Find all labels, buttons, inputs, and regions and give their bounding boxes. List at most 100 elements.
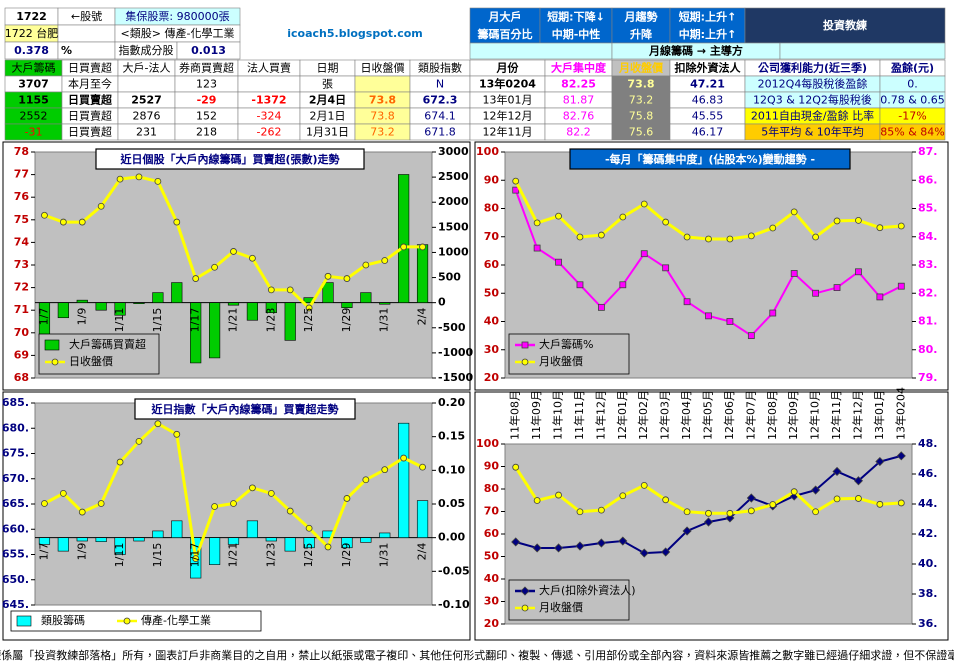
column-header: 扣除外資法人: [675, 61, 742, 75]
cell-text: ←股號: [71, 10, 102, 23]
y-tick-label: 655.: [2, 548, 29, 561]
bar: [133, 302, 145, 304]
x-tick-label: 12年09月: [786, 390, 800, 440]
y-tick-label: 40: [484, 315, 500, 328]
bar: [152, 530, 164, 538]
cell-text: 1722 台肥: [5, 26, 59, 40]
column-header: 券商買賣超: [179, 61, 234, 75]
x-tick-label: 1/31: [378, 543, 391, 568]
y-tick-label: 60: [484, 527, 500, 540]
marker: [521, 341, 529, 349]
bar: [57, 302, 69, 319]
x-tick-label: 11年11月: [572, 390, 586, 440]
marker: [576, 508, 584, 516]
cell-text: 月線籌碼 → 主導方: [648, 44, 743, 58]
cell-text: 674.1: [424, 110, 456, 123]
x-tick-label: 2/4: [416, 543, 429, 561]
marker: [812, 289, 820, 297]
column-header: 大戶集中度: [551, 61, 607, 75]
site-name: icoach5.blogspot.com: [287, 27, 423, 40]
cell-text: %: [61, 44, 72, 57]
cell-text: 月趨勢: [624, 9, 658, 23]
cell-text: 81.87: [563, 94, 595, 107]
title-box: [569, 148, 851, 170]
cell-text: 2012Q4每股稅後盈餘: [758, 77, 868, 91]
cell-text: 12年11月: [483, 125, 533, 139]
y-tick-label: 660.: [2, 522, 29, 535]
legend-label: 類股籌碼: [41, 613, 85, 627]
y-tick-label: 100: [476, 437, 499, 450]
marker: [855, 268, 862, 276]
y-tick-label: 73: [14, 258, 29, 271]
marker: [211, 263, 218, 271]
y2-tick-label: -0.05: [438, 564, 470, 577]
marker: [400, 454, 408, 462]
marker: [555, 491, 562, 499]
x-tick-label: 13年01月: [872, 390, 886, 440]
x-tick-label: 1/9: [75, 543, 88, 561]
marker: [896, 451, 906, 461]
marker: [230, 500, 237, 507]
cell-text: -262: [257, 126, 282, 139]
marker: [726, 318, 734, 325]
marker: [324, 272, 332, 280]
cell-text: -324: [257, 110, 282, 123]
x-tick-label: 11年08月: [508, 390, 522, 440]
bar: [95, 302, 107, 311]
cell-text: 82.76: [563, 110, 595, 123]
marker: [597, 506, 605, 514]
cell-text: 13年0204: [479, 77, 536, 91]
cell-text: 82.25: [561, 78, 596, 91]
marker: [286, 286, 294, 294]
cell-text: 2011自由現金/盈餘 比率: [751, 109, 874, 123]
marker: [640, 250, 648, 258]
bar: [171, 282, 183, 303]
marker: [123, 617, 131, 625]
marker: [343, 495, 351, 502]
marker: [575, 541, 585, 551]
marker: [400, 243, 408, 251]
bar: [95, 537, 107, 543]
x-tick-label: 1/25: [302, 543, 315, 568]
y-tick-label: 685.: [2, 396, 29, 409]
marker: [532, 543, 542, 553]
x-tick-label: 1/23: [264, 308, 277, 333]
marker: [897, 499, 905, 507]
cell-text: 13年01月: [483, 93, 533, 107]
cell-text: 2月1日: [310, 110, 346, 123]
marker: [249, 254, 256, 262]
cell-text: 73.8: [370, 110, 395, 123]
y-tick-label: 72: [14, 281, 29, 294]
marker: [249, 484, 256, 492]
marker: [661, 547, 671, 557]
marker: [97, 202, 105, 210]
cell: [611, 7, 671, 44]
marker: [324, 543, 332, 551]
cell: [469, 42, 613, 60]
marker: [705, 235, 712, 243]
y2-tick-label: 82.: [918, 286, 938, 299]
cell-text: 75.8: [629, 110, 654, 123]
y2-tick-label: -500: [438, 321, 466, 334]
cell-text: 46.17: [692, 126, 724, 139]
marker: [154, 177, 162, 185]
bar: [360, 537, 372, 543]
marker: [619, 213, 627, 221]
marker: [116, 175, 124, 183]
y-tick-label: 80: [484, 202, 500, 215]
cell: [879, 123, 946, 141]
cell: [669, 7, 746, 44]
y-tick-label: 20: [484, 617, 500, 630]
y-tick-label: 68: [14, 371, 29, 384]
marker: [555, 258, 562, 266]
y2-tick-label: 0.05: [438, 497, 465, 510]
x-tick-label: 12年12月: [850, 390, 864, 440]
legend-label: 傳產-化學工業: [141, 613, 211, 627]
marker: [683, 508, 691, 516]
y2-tick-label: 1000: [438, 245, 469, 258]
bar: [209, 302, 221, 359]
column-header: 大戶-法人: [123, 61, 171, 75]
marker: [832, 466, 842, 477]
marker: [597, 231, 605, 239]
